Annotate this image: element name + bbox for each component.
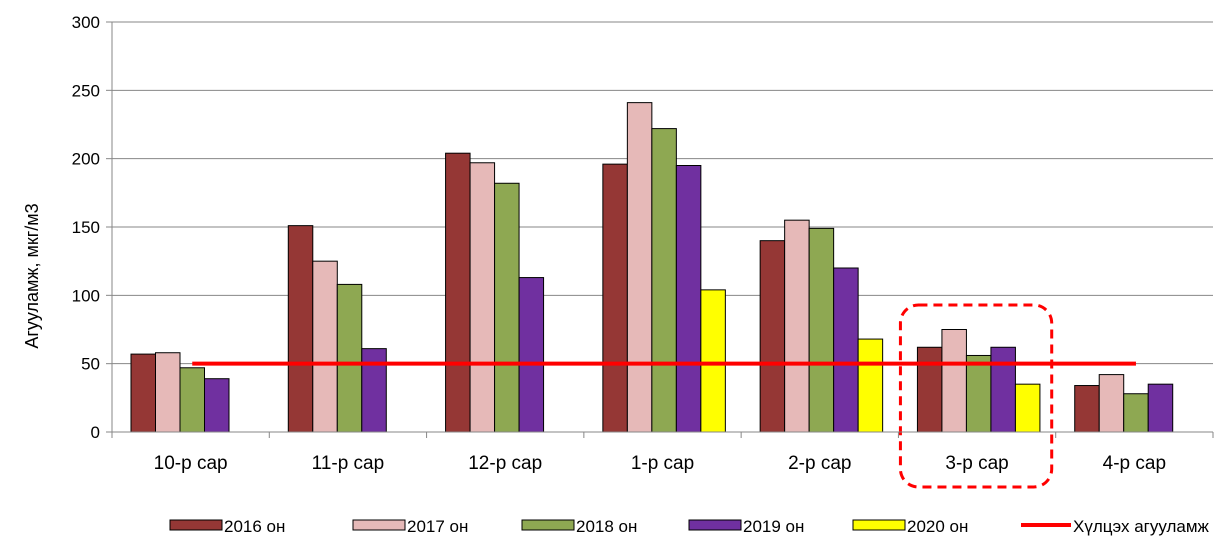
y-axis-ticks: 0 50 100 150 200 250 300 [72, 13, 112, 442]
bar [518, 277, 545, 433]
bar [1147, 383, 1174, 433]
bar [469, 162, 496, 433]
y-tick-label: 150 [72, 218, 100, 237]
bar [179, 367, 205, 433]
bar [287, 225, 314, 433]
bar [965, 354, 992, 433]
bar [336, 283, 363, 433]
y-tick-label: 50 [81, 355, 100, 374]
bar [602, 163, 628, 433]
x-tick-label: 1-р сар [631, 453, 694, 474]
bar [833, 267, 859, 433]
highlight-box [898, 303, 1054, 489]
bar [155, 352, 181, 433]
legend-swatch [169, 519, 223, 531]
x-tick-label: 11-р сар [312, 453, 385, 474]
legend-label: 2016 он [224, 517, 285, 536]
bar [204, 378, 230, 433]
legend-label: 2019 он [743, 517, 804, 536]
y-tick-label: 250 [72, 81, 100, 100]
bar [759, 240, 786, 433]
legend-swatch [352, 519, 406, 531]
bar [1074, 385, 1100, 433]
bar [700, 289, 726, 433]
x-tick-label: 12-р сар [468, 453, 542, 474]
legend-label: Хүлцэх агууламж [1073, 517, 1210, 536]
x-axis-categories: 10-р сар 11-р сар 12-р сар 1-р сар 2-р сар 3-… [154, 453, 1166, 474]
bar [916, 346, 943, 433]
y-tick-label: 300 [72, 13, 100, 32]
bar [808, 227, 835, 433]
x-tick-label: 3-р сар [945, 453, 1008, 474]
legend-swatch [688, 519, 742, 531]
x-tick-label: 10-р сар [154, 453, 228, 474]
y-tick-label: 0 [91, 423, 100, 442]
legend: 2016 он 2017 он 2018 он 2019 он 2020 он Хүлцэ… [169, 517, 1210, 536]
bar [312, 260, 338, 433]
bars [130, 102, 1174, 433]
bar [361, 348, 387, 433]
legend-swatch [521, 519, 575, 531]
legend-label: 2017 он [407, 517, 468, 536]
bar [130, 353, 156, 433]
legend-label: 2020 он [907, 517, 968, 536]
bar [941, 329, 967, 433]
highlight-group [898, 303, 1054, 489]
y-axis-label: Агууламж, мкг/м3 [22, 203, 42, 348]
legend-swatch [852, 519, 906, 531]
bar [651, 128, 677, 433]
bar [494, 182, 520, 433]
y-tick-label: 200 [72, 150, 100, 169]
bar [784, 219, 810, 433]
x-tick-label: 4-р сар [1103, 453, 1166, 474]
bar [626, 102, 653, 433]
bar [675, 165, 702, 433]
bar [1123, 393, 1149, 433]
bar [857, 338, 884, 433]
x-tick-label: 2-р сар [788, 453, 851, 474]
legend-label: 2018 он [576, 517, 637, 536]
bar [1098, 374, 1125, 433]
bar [445, 152, 471, 433]
axes [111, 22, 1214, 438]
y-tick-label: 100 [72, 286, 100, 305]
bar [990, 346, 1016, 433]
bar [1014, 383, 1041, 433]
